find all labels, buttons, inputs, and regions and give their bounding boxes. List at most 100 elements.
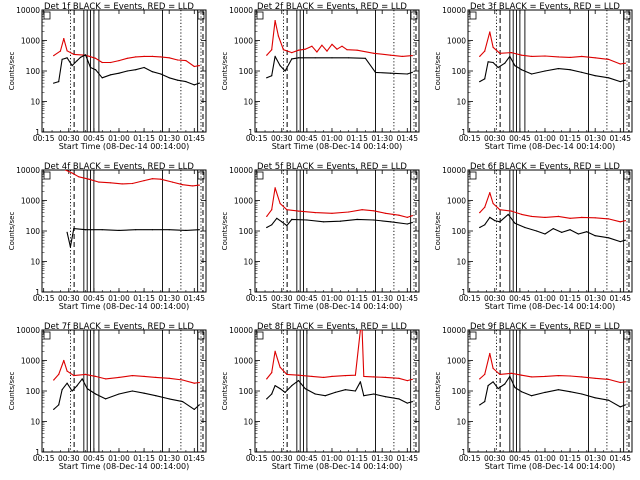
- data-point-events: [536, 230, 538, 232]
- data-point-lld: [266, 215, 268, 217]
- data-point-lld: [282, 49, 284, 51]
- x-tick-label: 01:00: [108, 134, 130, 143]
- data-point-lld: [484, 373, 486, 375]
- data-point-lld: [126, 57, 128, 59]
- y-tick-label: 100: [452, 67, 467, 76]
- data-point-events: [557, 389, 560, 391]
- data-point-lld: [510, 372, 513, 374]
- data-point-events: [581, 393, 583, 395]
- data-point-events: [569, 391, 571, 393]
- data-point-events: [331, 57, 333, 59]
- data-point-events: [608, 237, 610, 239]
- x-tick-label: 01:30: [371, 134, 393, 143]
- data-point-events: [594, 235, 596, 237]
- data-point-events: [291, 385, 293, 387]
- data-point-lld: [160, 178, 162, 180]
- y-tick-label: 1000: [21, 37, 40, 46]
- data-point-events: [297, 380, 300, 382]
- data-point-events: [561, 231, 563, 233]
- x-tick-label: 00:30: [271, 134, 293, 143]
- data-point-events: [118, 229, 120, 231]
- data-point-events: [168, 398, 170, 400]
- y-tick-label: 10000: [16, 6, 40, 15]
- y-tick-label: 1000: [21, 197, 40, 206]
- data-point-lld: [594, 57, 596, 59]
- data-point-lld: [489, 352, 491, 355]
- data-point-events: [544, 233, 546, 235]
- x-tick-label: 01:00: [108, 454, 130, 463]
- y-tick-label: 10000: [229, 166, 253, 175]
- data-point-events: [479, 226, 481, 229]
- x-tick-label: 00:30: [271, 454, 293, 463]
- y-tick-label: 10000: [229, 6, 253, 15]
- y-tick-label: 10: [30, 98, 40, 107]
- data-point-events: [569, 229, 571, 231]
- data-point-events: [373, 219, 375, 221]
- y-tick-label: 1000: [234, 357, 253, 366]
- data-point-lld: [185, 60, 187, 62]
- data-point-lld: [594, 217, 596, 219]
- x-tick-label: 00:30: [484, 454, 506, 463]
- data-point-lld: [59, 50, 62, 52]
- data-point-events: [524, 226, 526, 229]
- data-point-lld: [66, 370, 68, 372]
- data-point-lld: [105, 378, 107, 380]
- data-point-lld: [63, 38, 65, 40]
- data-point-events: [484, 224, 486, 226]
- y-tick-label: 10000: [442, 166, 466, 175]
- data-point-lld: [401, 55, 403, 58]
- chart-title: Det 9f BLACK = Events, RED = LLD: [470, 322, 620, 332]
- series-line-lld: [266, 187, 413, 218]
- series-group: [479, 31, 626, 83]
- data-point-lld: [286, 209, 288, 211]
- data-point-events: [126, 70, 128, 72]
- data-point-events: [544, 70, 546, 72]
- data-point-lld: [406, 216, 408, 218]
- x-tick-label: 00:45: [83, 454, 105, 463]
- data-point-lld: [297, 210, 300, 212]
- data-point-lld: [594, 377, 596, 379]
- x-tick-label: 01:45: [396, 294, 418, 303]
- data-point-events: [61, 58, 63, 61]
- data-point-lld: [266, 378, 268, 380]
- y-tick-label: 1000: [234, 197, 253, 206]
- x-tick-label: 00:45: [83, 134, 105, 143]
- y-tick-label: 1000: [447, 197, 466, 206]
- data-point-lld: [569, 375, 571, 377]
- y-tick-label: 1000: [447, 37, 466, 46]
- data-point-lld: [266, 54, 268, 56]
- data-point-events: [504, 62, 506, 64]
- data-point-events: [594, 397, 596, 399]
- data-point-lld: [499, 209, 501, 211]
- data-point-events: [151, 229, 153, 231]
- data-point-events: [155, 395, 157, 397]
- data-point-lld: [531, 376, 533, 378]
- x-tick-label: 00:45: [509, 134, 531, 143]
- data-point-events: [279, 65, 281, 67]
- data-point-lld: [356, 49, 358, 51]
- x-axis-title: Start Time (08-Dec-14 00:14:00): [485, 302, 616, 311]
- data-point-lld: [479, 55, 481, 58]
- data-point-events: [105, 398, 107, 400]
- data-point-events: [281, 221, 283, 223]
- data-point-lld: [110, 61, 112, 64]
- x-tick-label: 01:00: [321, 294, 343, 303]
- data-point-events: [509, 375, 511, 377]
- data-point-events: [86, 388, 88, 390]
- data-point-lld: [479, 378, 481, 380]
- data-point-events: [359, 381, 361, 383]
- data-point-events: [363, 395, 365, 397]
- y-tick-label: 10000: [442, 326, 466, 335]
- data-point-events: [484, 78, 486, 80]
- data-point-events: [76, 385, 78, 387]
- plot-frame: [41, 329, 207, 453]
- data-point-events: [373, 393, 375, 395]
- y-tick-label: 10: [243, 258, 253, 267]
- y-axis-title: Counts/sec: [8, 52, 16, 91]
- data-point-lld: [297, 49, 300, 51]
- data-point-lld: [361, 209, 363, 211]
- data-point-lld: [66, 50, 68, 52]
- series-group: [266, 187, 413, 229]
